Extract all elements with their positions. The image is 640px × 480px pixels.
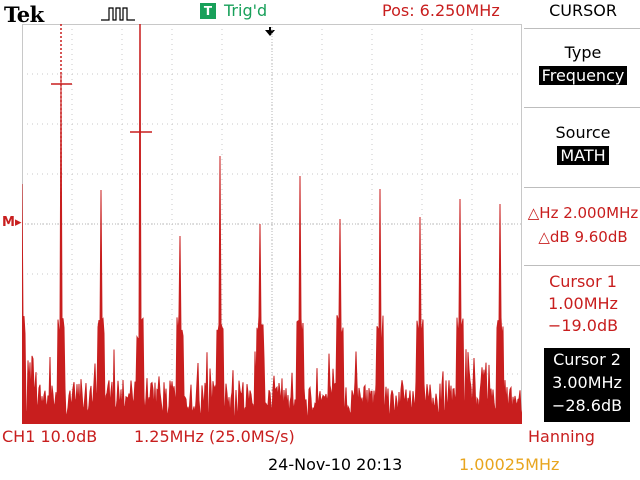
waveform-display[interactable]: [22, 24, 522, 424]
type-value: Frequency: [538, 66, 628, 85]
date-time: 24-Nov-10 20:13: [268, 455, 403, 474]
cursor2-button[interactable]: [544, 348, 630, 422]
source-button[interactable]: MATH: [526, 146, 640, 165]
trigger-status: Trig'd: [224, 1, 268, 20]
source-value: MATH: [557, 146, 609, 165]
source-label: Source: [555, 123, 611, 142]
delta-level: △dB 9.60dB: [538, 228, 628, 246]
fft-window: Hanning: [528, 427, 595, 446]
cursor-lines: [51, 24, 152, 424]
cursor1-label: Cursor 1: [549, 272, 617, 291]
cursor2-frequency: 3.00MHz: [552, 373, 622, 392]
spectrum-trace: [22, 28, 522, 424]
type-button[interactable]: Frequency: [526, 66, 640, 85]
horizontal-position: Pos: 6.250MHz: [382, 1, 500, 20]
cursor1-frequency: 1.00MHz: [548, 294, 618, 313]
cursor2-level: −28.6dB: [551, 396, 623, 415]
cursor1-level: −19.0dB: [547, 316, 619, 335]
acquire-mode-icon: [101, 7, 135, 21]
type-label: Type: [564, 43, 602, 62]
menu-title: CURSOR: [549, 1, 617, 20]
trigger-frequency: 1.00025MHz: [459, 455, 560, 474]
reference-arrow-icon: ▸: [14, 215, 22, 230]
channel-scale: CH1 10.0dB: [2, 427, 98, 446]
frequency-span: 1.25MHz (25.0MS/s): [134, 427, 295, 446]
trigger-badge: T: [200, 3, 216, 19]
trigger-position-icon: [265, 27, 275, 36]
cursor2-label: Cursor 2: [553, 350, 621, 369]
math-reference-marker: M▸: [2, 215, 21, 230]
math-reference-label: M: [2, 215, 15, 230]
spectrum-waveform: [22, 28, 522, 424]
brand-logo: Tek: [4, 2, 44, 27]
delta-frequency: △Hz 2.000MHz: [527, 204, 639, 222]
